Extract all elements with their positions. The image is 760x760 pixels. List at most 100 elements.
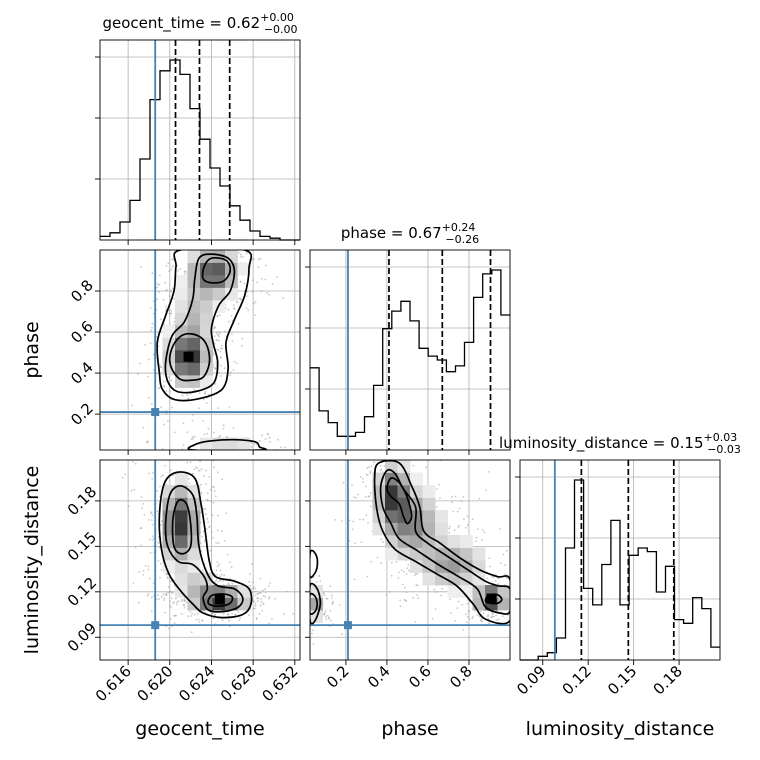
sample-point	[152, 472, 154, 474]
x-axis-label-geocent_time: geocent_time	[135, 718, 264, 740]
sample-point	[217, 542, 220, 545]
sample-point	[230, 315, 233, 317]
sample-point	[165, 483, 167, 486]
density-cell	[385, 497, 398, 511]
sample-point	[231, 612, 234, 615]
sample-point	[253, 443, 256, 445]
sample-point	[191, 612, 194, 615]
sample-point	[157, 560, 160, 562]
sample-point	[139, 544, 142, 547]
sample-point	[360, 541, 363, 544]
sample-point	[215, 361, 218, 364]
sample-point	[324, 616, 327, 618]
sample-point	[152, 300, 155, 303]
sample-point	[340, 520, 343, 522]
density-cell	[212, 275, 226, 288]
sample-point	[163, 384, 166, 387]
sample-point	[497, 618, 500, 620]
sample-point	[141, 507, 144, 510]
sample-point	[362, 518, 365, 521]
sample-point	[379, 469, 382, 472]
sample-point	[169, 617, 172, 620]
sample-point	[151, 326, 153, 329]
sample-point	[219, 569, 222, 572]
sample-point	[168, 627, 170, 630]
sample-point	[413, 574, 416, 577]
sample-point	[362, 481, 364, 483]
sample-point	[241, 337, 244, 340]
sample-point	[140, 496, 143, 499]
sample-point	[173, 614, 176, 617]
sample-point	[226, 553, 229, 556]
sample-point	[495, 614, 497, 617]
sample-point	[246, 290, 249, 293]
sample-point	[478, 497, 481, 500]
sample-point	[183, 272, 186, 275]
sample-point	[172, 259, 175, 261]
sample-point	[353, 496, 355, 498]
sample-point	[254, 594, 257, 597]
density-cell	[397, 522, 411, 536]
sample-point	[212, 363, 215, 366]
contour-level-1	[310, 592, 319, 616]
sample-point	[390, 561, 393, 564]
sample-point	[454, 620, 457, 622]
sample-point	[251, 291, 254, 293]
sample-point	[166, 576, 169, 579]
sample-point	[222, 612, 225, 615]
sample-point	[205, 402, 208, 404]
sample-point	[195, 618, 198, 621]
sample-point	[157, 541, 160, 544]
truth-marker	[343, 621, 352, 630]
sample-point	[201, 620, 204, 622]
sample-point	[165, 305, 167, 308]
sample-point	[252, 258, 254, 261]
sample-point	[251, 563, 254, 565]
sample-point	[198, 407, 200, 410]
sample-point	[192, 414, 195, 416]
sample-point	[222, 427, 225, 430]
density-cell	[200, 312, 213, 326]
sample-point	[457, 510, 459, 513]
density-cell	[162, 485, 176, 498]
sample-point	[121, 476, 124, 479]
density-cell	[397, 460, 411, 473]
sample-point	[257, 266, 260, 269]
sample-point	[162, 593, 165, 596]
sample-point	[485, 489, 488, 492]
sample-point	[130, 489, 133, 492]
sample-point	[214, 613, 217, 616]
sample-point	[191, 419, 194, 422]
sample-point	[480, 618, 483, 620]
sample-point	[156, 372, 158, 375]
density-cell	[410, 547, 423, 561]
sample-point	[142, 426, 145, 429]
sample-point	[230, 371, 232, 374]
sample-point	[439, 497, 441, 499]
sample-point	[348, 519, 351, 522]
sample-point	[182, 444, 185, 446]
sample-point	[175, 614, 177, 617]
sample-point	[451, 495, 453, 498]
sample-point	[403, 570, 405, 573]
contour-level-2	[310, 582, 322, 625]
sample-point	[149, 538, 152, 541]
sample-point	[151, 402, 153, 405]
sample-point	[151, 535, 154, 538]
sample-point	[248, 614, 250, 617]
density-cell	[410, 472, 423, 486]
sample-point	[202, 474, 205, 477]
sample-point	[217, 514, 219, 517]
density-cell	[497, 585, 510, 598]
sample-point	[463, 518, 465, 521]
sample-point	[268, 436, 271, 439]
sample-point	[369, 492, 372, 494]
sample-point	[217, 580, 220, 583]
density-cell	[175, 572, 188, 586]
sample-point	[165, 594, 168, 597]
sample-point	[450, 612, 452, 614]
sample-point	[491, 575, 494, 578]
sample-point	[161, 595, 164, 598]
sample-point	[170, 268, 172, 271]
